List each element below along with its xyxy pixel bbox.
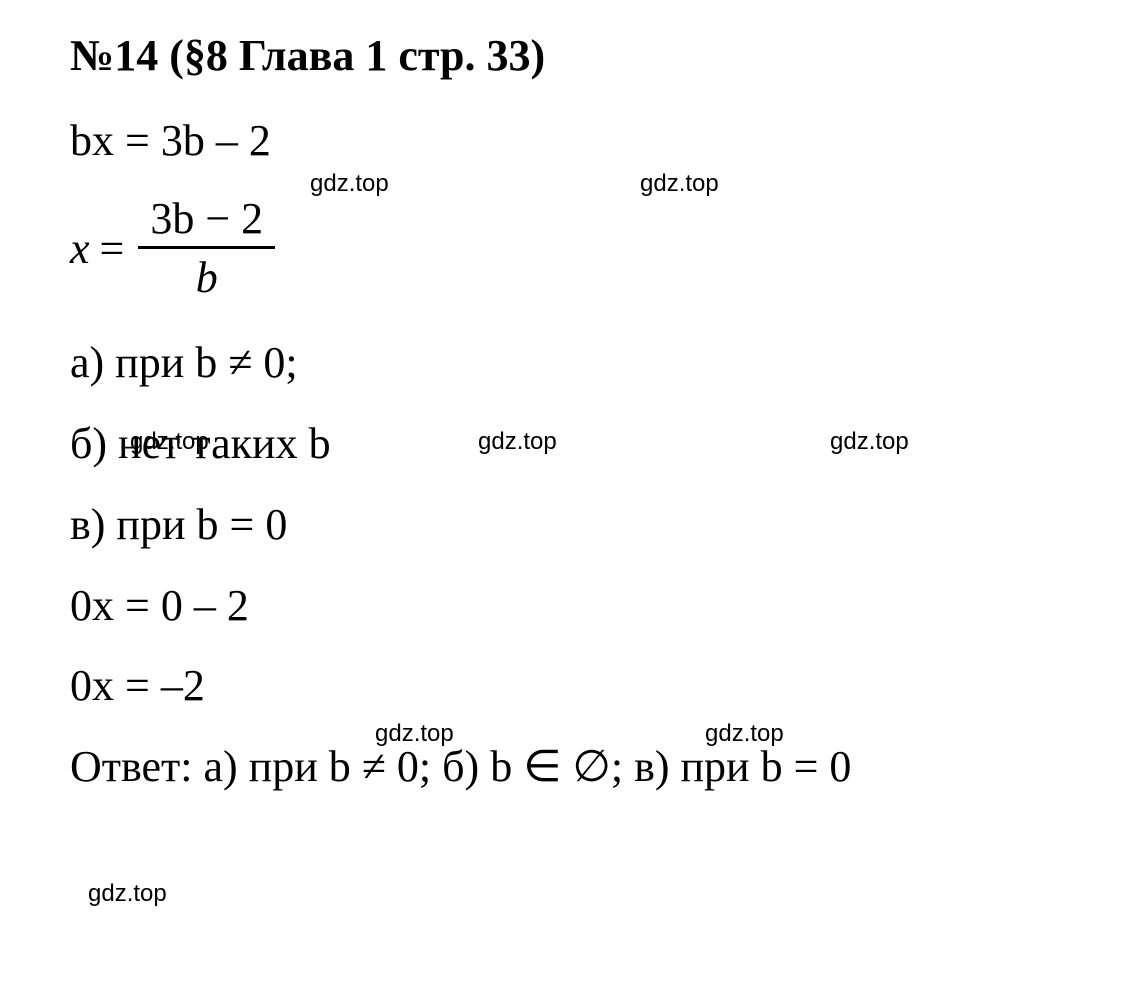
answer-line: Ответ: а) при b ≠ 0; б) b ∈ ∅; в) при b … bbox=[70, 741, 1070, 794]
equals-sign: = bbox=[100, 223, 125, 274]
case-b: б) нет таких b bbox=[70, 418, 1070, 471]
fraction-numerator: 3b − 2 bbox=[138, 196, 275, 246]
numerator-text: 3b − 2 bbox=[150, 194, 263, 243]
substitution-2: 0x = –2 bbox=[70, 660, 1070, 713]
fraction-denominator: b bbox=[138, 246, 275, 301]
fraction: 3b − 2 b bbox=[138, 196, 275, 301]
solution-fraction-line: x = 3b − 2 b bbox=[70, 196, 1070, 301]
case-c: в) при b = 0 bbox=[70, 499, 1070, 552]
substitution-1: 0x = 0 – 2 bbox=[70, 580, 1070, 633]
page-content: №14 (§8 Глава 1 стр. 33) bx = 3b – 2 x =… bbox=[70, 30, 1070, 822]
equation-1: bx = 3b – 2 bbox=[70, 115, 1070, 168]
problem-title: №14 (§8 Глава 1 стр. 33) bbox=[70, 30, 1070, 81]
lhs-variable: x bbox=[70, 223, 90, 274]
watermark: gdz.top bbox=[88, 880, 167, 908]
case-a: а) при b ≠ 0; bbox=[70, 337, 1070, 390]
